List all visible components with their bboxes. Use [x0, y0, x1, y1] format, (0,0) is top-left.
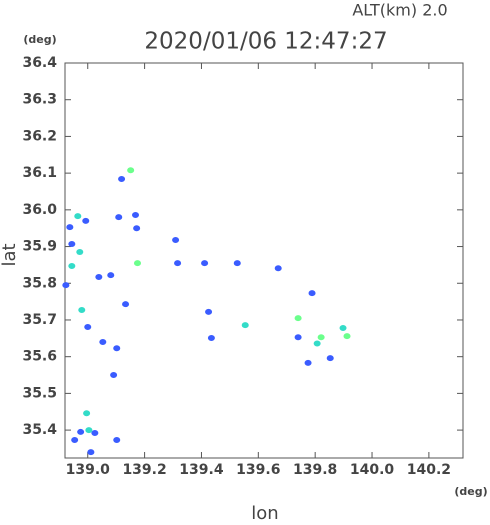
echo [62, 282, 70, 289]
x-tick-label: 139.6 [236, 462, 280, 478]
echo [83, 410, 91, 417]
echo [233, 260, 241, 267]
echo [115, 214, 123, 221]
echo [95, 274, 103, 281]
echo [110, 372, 118, 379]
echo [68, 263, 76, 270]
altitude: ALT(km) 2.0 [352, 1, 447, 20]
echo [304, 359, 312, 366]
echo [172, 236, 180, 243]
chart-title: 2020/01/06 12:47:27 [144, 29, 387, 55]
y-tick-label: 35.8 [22, 275, 57, 291]
y-tick-label: 36.2 [22, 128, 57, 144]
echo [113, 437, 121, 444]
echo [118, 176, 126, 183]
echo [66, 224, 74, 231]
y-tick-label: 35.9 [22, 239, 57, 255]
y-axis-label: lat [0, 243, 20, 266]
echo [294, 334, 302, 341]
echo [308, 290, 316, 297]
echo [174, 260, 182, 267]
y-tick-label: 36.3 [22, 92, 57, 108]
echo [71, 437, 79, 444]
y-tick-label: 36.0 [22, 202, 57, 218]
echo [82, 217, 90, 224]
echo [205, 308, 213, 315]
y-tick-label: 36.1 [22, 165, 57, 181]
echo [68, 240, 76, 247]
echo [326, 355, 334, 362]
x-tick-label: 139.2 [122, 462, 166, 478]
echo [313, 340, 321, 347]
x-unit: (deg) [454, 485, 487, 498]
echo [122, 301, 130, 308]
echo [87, 449, 95, 456]
echo [317, 334, 325, 341]
x-tick-label: 140.0 [350, 462, 395, 478]
y-tick-label: 35.4 [22, 422, 57, 438]
y-unit: (deg) [23, 33, 56, 46]
x-tick-label: 139.8 [293, 462, 337, 478]
y-tick-label: 36.4 [22, 55, 57, 71]
echo [343, 333, 351, 340]
echo [207, 334, 215, 341]
echo [201, 260, 209, 267]
y-tick-label: 35.5 [22, 385, 57, 401]
echo [113, 345, 121, 352]
echo [241, 322, 249, 329]
echo [99, 338, 107, 345]
echo [107, 272, 115, 279]
echo [77, 428, 85, 435]
echo [78, 307, 86, 314]
plot-frame [64, 62, 464, 459]
echo [132, 211, 140, 218]
x-tick-label: 139.0 [66, 462, 111, 478]
echo [339, 325, 347, 332]
echo [76, 249, 84, 256]
y-tick-label: 35.7 [22, 312, 57, 328]
echo [274, 265, 282, 272]
echo [85, 427, 93, 434]
echo [133, 225, 141, 232]
echo [127, 167, 135, 174]
echo [133, 260, 141, 267]
x-axis-label: lon [251, 503, 278, 521]
echo [84, 323, 92, 330]
y-tick-label: 35.6 [22, 349, 57, 365]
x-tick-label: 140.2 [407, 462, 451, 478]
echo [74, 213, 82, 220]
echo [294, 315, 302, 322]
x-tick-label: 139.4 [179, 462, 224, 478]
echo [91, 430, 99, 437]
